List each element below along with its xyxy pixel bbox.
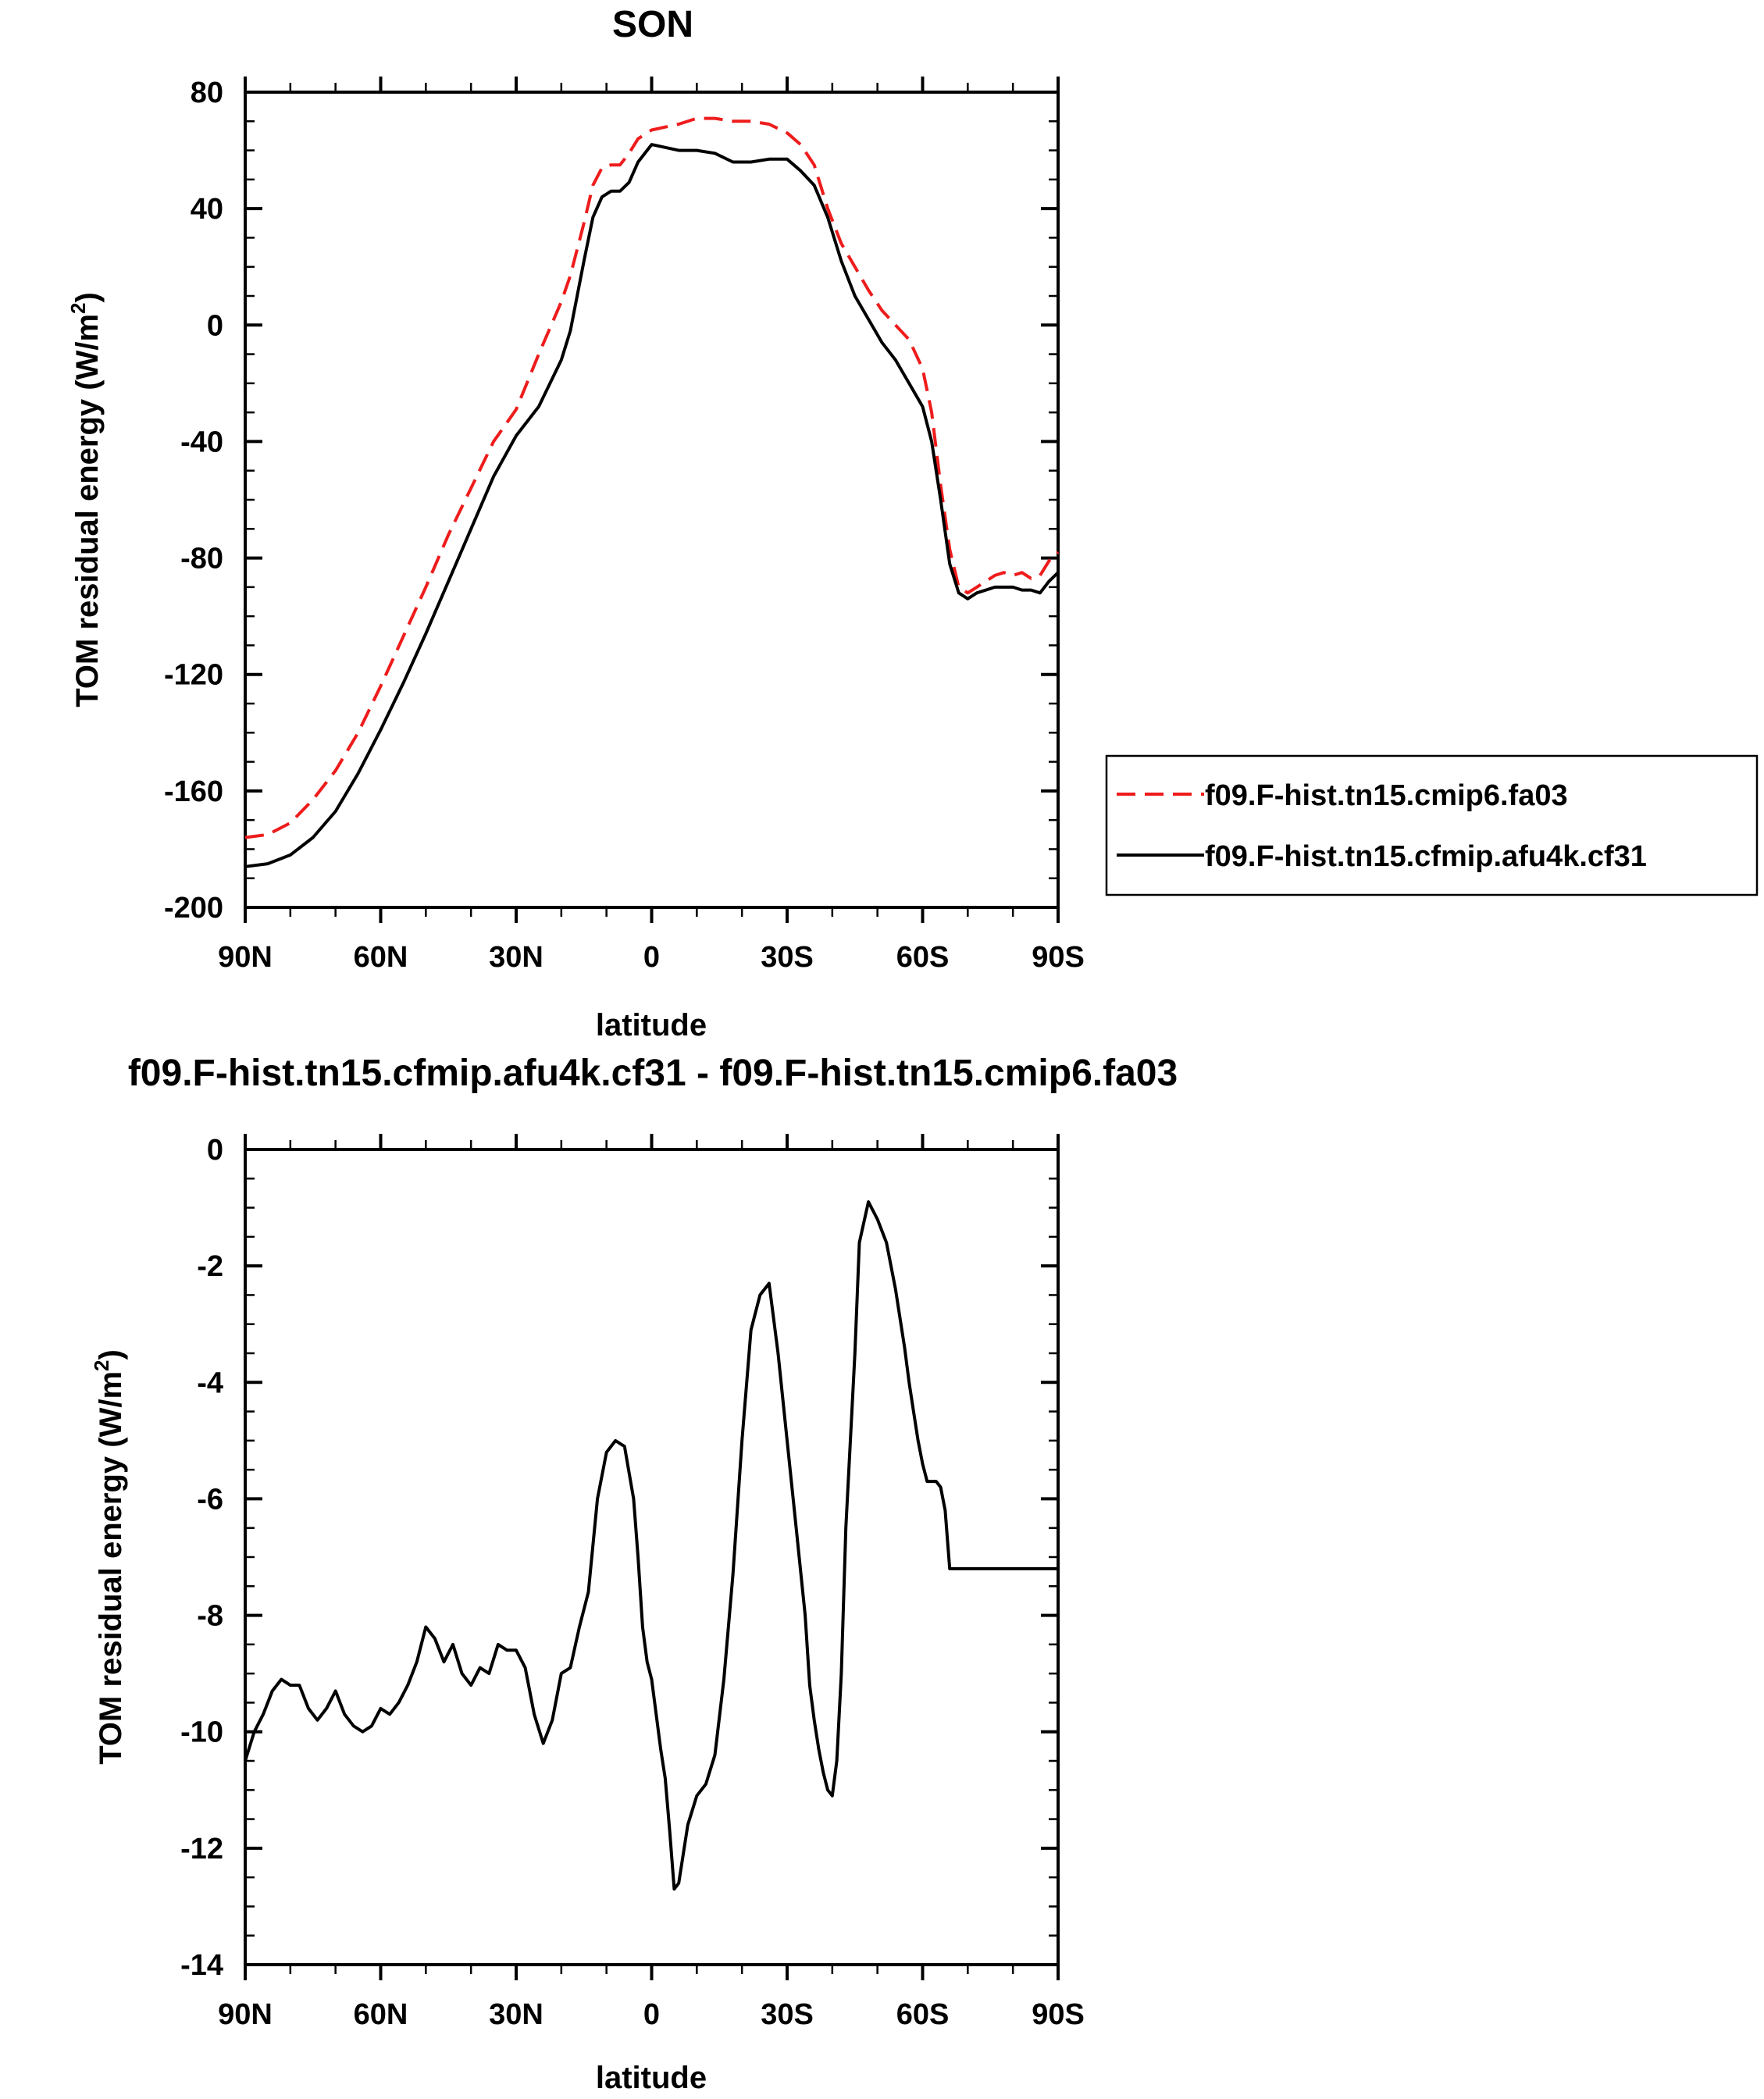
top-y-axis-title-sup: 2 — [66, 303, 90, 314]
bottom-x-axis-title: latitude — [596, 2061, 707, 2095]
bottom-y-tick-label: -2 — [197, 1250, 223, 1283]
legend-label-cmip6-fa03: f09.F-hist.tn15.cmip6.fa03 — [1205, 779, 1568, 812]
bottom-x-tick-label: 0 — [643, 1998, 660, 2031]
series-line-cfmip-afu4k-cf31 — [244, 143, 1060, 868]
bottom-y-tick-label: 0 — [207, 1134, 223, 1167]
top-y-axis-title-close: ) — [70, 292, 105, 302]
top-y-tick-label: -40 — [180, 426, 223, 458]
top-y-tick-label: -160 — [164, 775, 223, 808]
top-y-tick-labels: 80 40 0 -40 -80 -120 -160 -200 — [164, 77, 223, 925]
top-y-tick-label: -80 — [180, 543, 223, 576]
bottom-x-tick-label: 30S — [761, 1998, 814, 2031]
bottom-x-tick-label: 60N — [354, 1998, 408, 2031]
bottom-y-tick-labels: 0 -2 -4 -6 -8 -10 -12 -14 — [180, 1134, 223, 1982]
top-minor-ticks — [245, 83, 1058, 917]
bottom-y-tick-label: -14 — [180, 1949, 223, 1982]
series-line-difference — [244, 1200, 1058, 1891]
top-x-tick-label: 60N — [354, 941, 408, 974]
bottom-y-tick-label: -6 — [197, 1483, 223, 1516]
top-x-tick-label: 0 — [643, 941, 660, 974]
bottom-y-axis-title-close: ) — [94, 1349, 128, 1360]
bottom-x-tick-label: 90N — [218, 1998, 273, 2031]
bottom-minor-ticks — [245, 1140, 1058, 1974]
bottom-chart-panel: f09.F-hist.tn15.cfmip.afu4k.cf31 - f09.F… — [90, 1053, 1178, 2095]
top-y-tick-label: 0 — [207, 309, 223, 342]
top-x-tick-label: 30N — [489, 941, 543, 974]
bottom-major-ticks — [244, 1134, 1060, 1980]
top-y-tick-label: 40 — [191, 193, 223, 226]
bottom-y-axis-title-main: TOM residual energy (W/m — [94, 1371, 128, 1765]
top-x-tick-label: 30S — [761, 941, 814, 974]
bottom-y-tick-label: -12 — [180, 1833, 223, 1866]
series-line-cmip6-fa03 — [244, 116, 1060, 839]
bottom-plot-frame — [244, 1148, 1060, 1966]
top-x-tick-label: 60S — [896, 941, 950, 974]
top-x-axis-title: latitude — [596, 1008, 707, 1042]
top-y-axis-title: TOM residual energy (W/m2) — [66, 292, 105, 707]
bottom-y-tick-label: -4 — [197, 1367, 223, 1399]
top-x-tick-label: 90N — [218, 941, 273, 974]
top-plot-frame — [244, 91, 1060, 909]
top-x-tick-labels: 90N 60N 30N 0 30S 60S 90S — [218, 941, 1085, 974]
bottom-y-tick-label: -10 — [180, 1716, 223, 1749]
top-chart-title: SON — [612, 4, 693, 45]
bottom-y-axis-title-sup: 2 — [90, 1360, 113, 1371]
bottom-x-tick-label: 30N — [489, 1998, 543, 2031]
top-y-tick-label: 80 — [191, 77, 223, 109]
top-major-ticks — [244, 77, 1060, 923]
legend-label-cfmip-afu4k-cf31: f09.F-hist.tn15.cfmip.afu4k.cf31 — [1205, 840, 1647, 873]
legend: f09.F-hist.tn15.cmip6.fa03 f09.F-hist.tn… — [1105, 754, 1759, 896]
top-chart-panel: SON 80 40 0 -40 -80 -120 -160 -200 90N 6… — [66, 4, 1085, 1042]
top-y-axis-title-main: TOM residual energy (W/m — [70, 314, 105, 707]
bottom-x-tick-label: 90S — [1032, 1998, 1085, 2031]
top-y-tick-label: -120 — [164, 659, 223, 692]
top-x-tick-label: 90S — [1032, 941, 1085, 974]
bottom-chart-title: f09.F-hist.tn15.cfmip.afu4k.cf31 - f09.F… — [128, 1053, 1178, 1094]
legend-box — [1105, 754, 1759, 896]
top-y-tick-label: -200 — [164, 892, 223, 925]
bottom-y-tick-label: -8 — [197, 1600, 223, 1633]
bottom-x-tick-labels: 90N 60N 30N 0 30S 60S 90S — [218, 1998, 1085, 2031]
bottom-x-tick-label: 60S — [896, 1998, 950, 2031]
bottom-y-axis-title: TOM residual energy (W/m2) — [90, 1349, 128, 1765]
